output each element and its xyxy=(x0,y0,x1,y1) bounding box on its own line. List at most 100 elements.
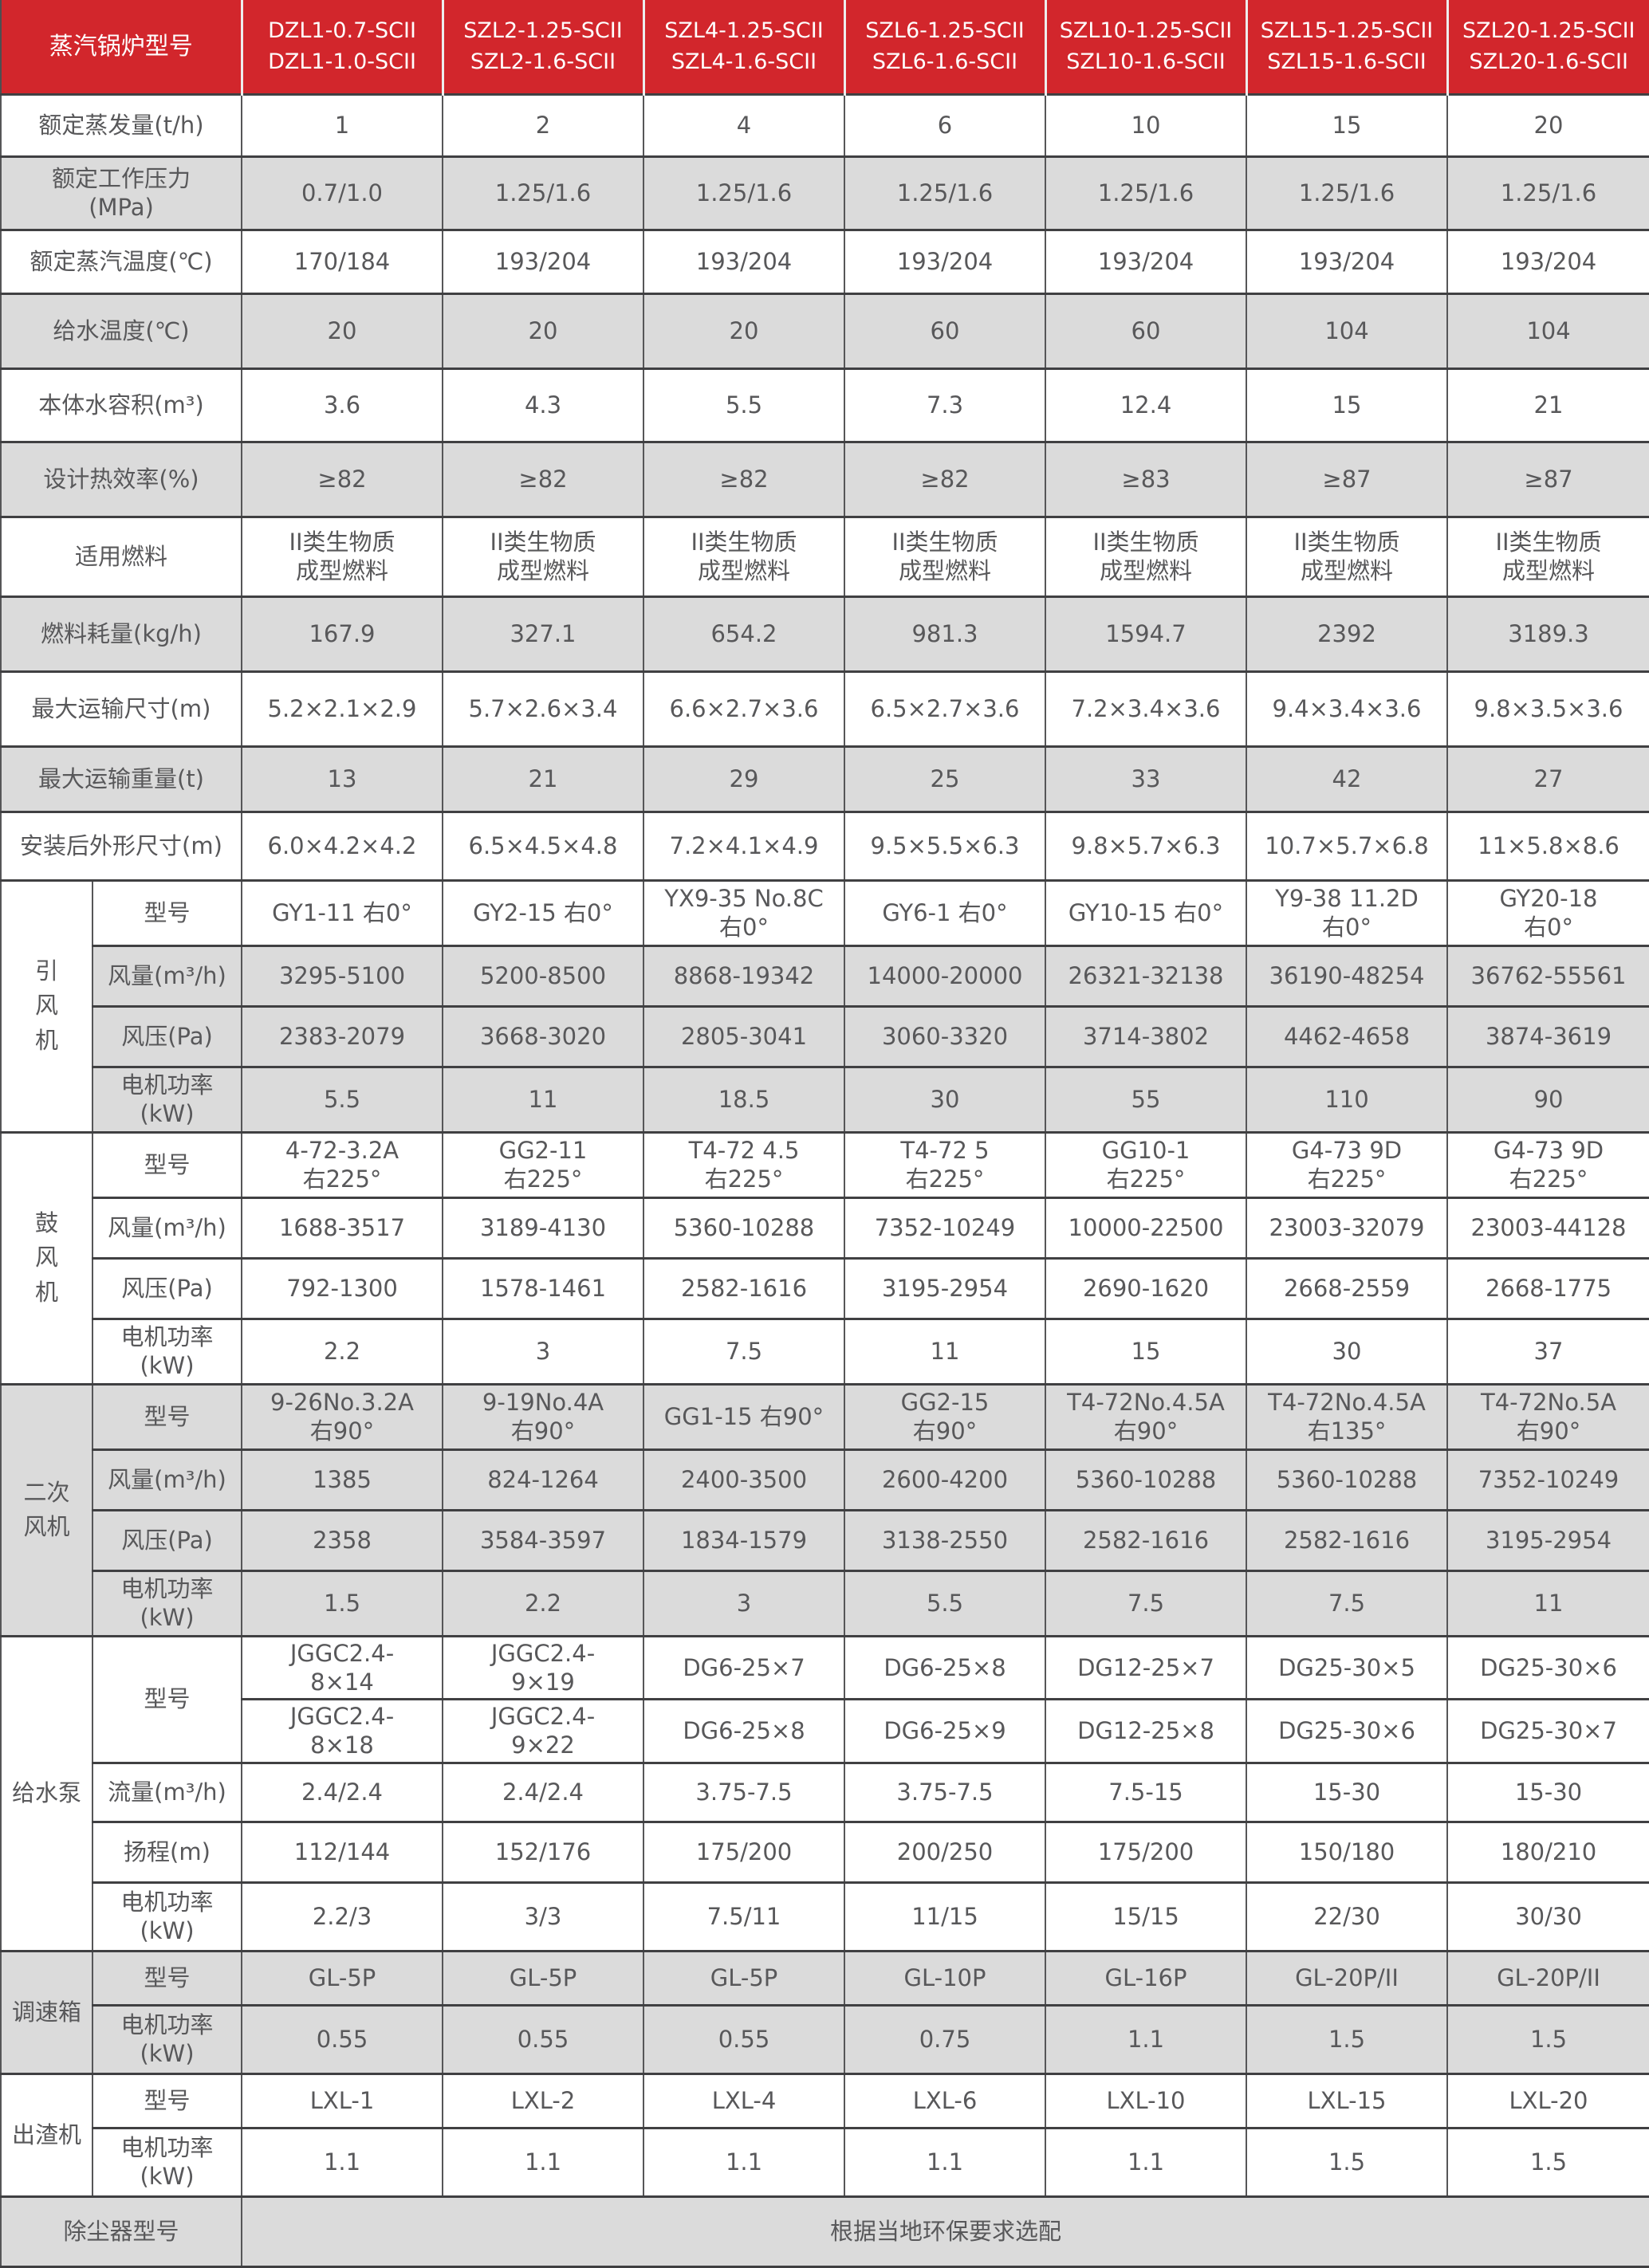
model-header-cell: SZL20-1.25-SCII SZL20-1.6-SCII xyxy=(1446,0,1649,94)
table-cell: 2582-1616 xyxy=(1045,1508,1246,1570)
table-cell: 3195-2954 xyxy=(1446,1508,1649,1570)
row-label: 型号 xyxy=(92,1130,242,1197)
section-secondary-fan-airflow: 风量(m³/h) 1385 824-1264 2400-3500 2600-42… xyxy=(1,1448,1649,1510)
table-cell: 104 xyxy=(1246,292,1447,368)
row-label: 电机功率 (kW) xyxy=(92,2003,242,2073)
table-cell: 7.5-15 xyxy=(1045,1761,1246,1822)
table-cell: 33 xyxy=(1045,745,1246,812)
table-cell: 6.5×4.5×4.8 xyxy=(442,810,643,880)
table-cell: LXL-15 xyxy=(1246,2072,1447,2128)
row-label: 燃料耗量(kg/h) xyxy=(0,595,242,671)
table-cell: 4462-4658 xyxy=(1246,1004,1447,1067)
table-cell: 2582-1616 xyxy=(1246,1508,1447,1570)
table-cell: 327.1 xyxy=(442,595,643,671)
row-label: 适用燃料 xyxy=(0,515,242,596)
table-cell: 37 xyxy=(1446,1317,1649,1384)
table-cell: 981.3 xyxy=(844,595,1045,671)
row-label: 流量(m³/h) xyxy=(92,1761,242,1822)
table-cell: 167.9 xyxy=(241,595,443,671)
section-induced-fan-model: 引风机 型号 GY1-11 右0° GY2-15 右0° YX9-35 No.8… xyxy=(0,879,1649,1132)
section-blower-fan-pressure: 风压(Pa) 792-1300 1578-1461 2582-1616 3195… xyxy=(1,1256,1649,1319)
table-cell: ≥83 xyxy=(1045,440,1246,517)
section-label: 二次风机 xyxy=(0,1382,92,1636)
table-cell: II类生物质 成型燃料 xyxy=(1045,515,1246,596)
table-cell: 150/180 xyxy=(1246,1820,1447,1882)
table-cell: 0.55 xyxy=(643,2003,844,2073)
table-cell: 15/15 xyxy=(1045,1881,1246,1951)
section-secondary-fan-model: 二次风机 型号 9-26No.3.2A 右90° 9-19No.4A 右90° … xyxy=(0,1382,1649,1636)
table-cell: T4-72No.4.5A 右135° xyxy=(1246,1382,1447,1449)
table-cell: 1.1 xyxy=(643,2126,844,2196)
table-cell: 21 xyxy=(1446,367,1649,442)
row-label: 安装后外形尺寸(m) xyxy=(0,810,242,880)
row-label: 额定蒸发量(t/h) xyxy=(0,92,242,156)
row-label: 额定工作压力 (MPa) xyxy=(0,155,242,230)
table-cell: JGGC2.4- 9×22 xyxy=(442,1698,643,1763)
row-label: 本体水容积(m³) xyxy=(0,367,242,442)
table-cell: 36762-55561 xyxy=(1446,944,1649,1006)
table-cell: 2582-1616 xyxy=(643,1256,844,1319)
dust-collector-value: 根据当地环保要求选配 xyxy=(241,2195,1649,2266)
table-cell: 6 xyxy=(844,92,1045,156)
row-steam-temp: 额定蒸汽温度(℃) 170/184 193/204 193/204 193/20… xyxy=(0,228,1649,293)
table-cell: 3668-3020 xyxy=(442,1004,643,1067)
row-evaporation: 额定蒸发量(t/h) 1 2 4 6 10 15 20 xyxy=(0,92,1649,156)
table-cell: 175/200 xyxy=(643,1820,844,1882)
section-induced-fan-airflow: 风量(m³/h) 3295-5100 5200-8500 8868-19342 … xyxy=(1,944,1649,1006)
model-header-cell: SZL4-1.25-SCII SZL4-1.6-SCII xyxy=(642,0,844,94)
row-label: 风压(Pa) xyxy=(92,1256,242,1319)
table-cell: 193/204 xyxy=(442,228,643,293)
table-cell: GL-5P xyxy=(442,1949,643,2005)
table-cell: 4 xyxy=(643,92,844,156)
table-cell: 20 xyxy=(1446,92,1649,156)
table-cell: 7352-10249 xyxy=(844,1196,1045,1258)
table-cell: 2690-1620 xyxy=(1045,1256,1246,1319)
table-cell: GL-5P xyxy=(643,1949,844,2005)
row-label: 额定蒸汽温度(℃) xyxy=(0,228,242,293)
table-cell: DG25-30×5 xyxy=(1246,1634,1447,1700)
section-gearbox-power: 电机功率 (kW) 0.55 0.55 0.55 0.75 1.1 1.5 1.… xyxy=(1,2003,1649,2073)
row-label: 型号 xyxy=(92,1382,242,1449)
table-cell: G4-73 9D 右225° xyxy=(1246,1130,1447,1197)
table-cell: 1.25/1.6 xyxy=(1446,155,1649,230)
table-cell: 654.2 xyxy=(643,595,844,671)
table-cell: 193/204 xyxy=(643,228,844,293)
table-cell: 5360-10288 xyxy=(1246,1448,1447,1510)
section-slag-remover-power: 电机功率 (kW) 1.1 1.1 1.1 1.1 1.1 1.5 1.5 xyxy=(1,2126,1649,2196)
table-cell: 200/250 xyxy=(844,1820,1045,1882)
section-slag-remover-model: 出渣机 型号 LXL-1 LXL-2 LXL-4 LXL-6 LXL-10 LX… xyxy=(0,2072,1649,2196)
table-cell: GY20-18 右0° xyxy=(1446,879,1649,945)
row-fuel-type: 适用燃料 II类生物质 成型燃料 II类生物质 成型燃料 II类生物质 成型燃料… xyxy=(0,515,1649,596)
table-cell: DG6-25×8 xyxy=(844,1634,1045,1700)
table-cell: 7.2×3.4×3.6 xyxy=(1045,670,1246,746)
row-fuel-consumption: 燃料耗量(kg/h) 167.9 327.1 654.2 981.3 1594.… xyxy=(0,595,1649,671)
table-cell: 1.25/1.6 xyxy=(643,155,844,230)
table-cell: 0.75 xyxy=(844,2003,1045,2073)
row-label: 电机功率 (kW) xyxy=(92,1881,242,1951)
row-transport-weight: 最大运输重量(t) 13 21 29 25 33 42 27 xyxy=(0,745,1649,812)
table-cell: 0.7/1.0 xyxy=(241,155,443,230)
table-cell: 7.5 xyxy=(1045,1569,1246,1636)
table-cell: 5.5 xyxy=(241,1065,443,1132)
table-cell: 3 xyxy=(442,1317,643,1384)
table-cell: GL-5P xyxy=(241,1949,443,2005)
section-feed-pump-power: 电机功率 (kW) 2.2/3 3/3 7.5/11 11/15 15/15 2… xyxy=(1,1881,1649,1951)
row-pressure: 额定工作压力 (MPa) 0.7/1.0 1.25/1.6 1.25/1.6 1… xyxy=(0,155,1649,230)
table-cell: 12.4 xyxy=(1045,367,1246,442)
table-cell: II类生物质 成型燃料 xyxy=(844,515,1045,596)
row-water-volume: 本体水容积(m³) 3.6 4.3 5.5 7.3 12.4 15 21 xyxy=(0,367,1649,442)
row-label: 风量(m³/h) xyxy=(92,1196,242,1258)
table-cell: DG6-25×9 xyxy=(844,1698,1045,1763)
table-cell: 3138-2550 xyxy=(844,1508,1045,1570)
table-cell: 10 xyxy=(1045,92,1246,156)
table-cell: DG25-30×6 xyxy=(1446,1634,1649,1700)
table-cell: II类生物质 成型燃料 xyxy=(1246,515,1447,596)
table-cell: 5.2×2.1×2.9 xyxy=(241,670,443,746)
table-cell: 193/204 xyxy=(844,228,1045,293)
table-cell: 11×5.8×8.6 xyxy=(1446,810,1649,880)
table-cell: 152/176 xyxy=(442,1820,643,1882)
row-label: 除尘器型号 xyxy=(0,2195,242,2266)
table-cell: 3060-3320 xyxy=(844,1004,1045,1067)
